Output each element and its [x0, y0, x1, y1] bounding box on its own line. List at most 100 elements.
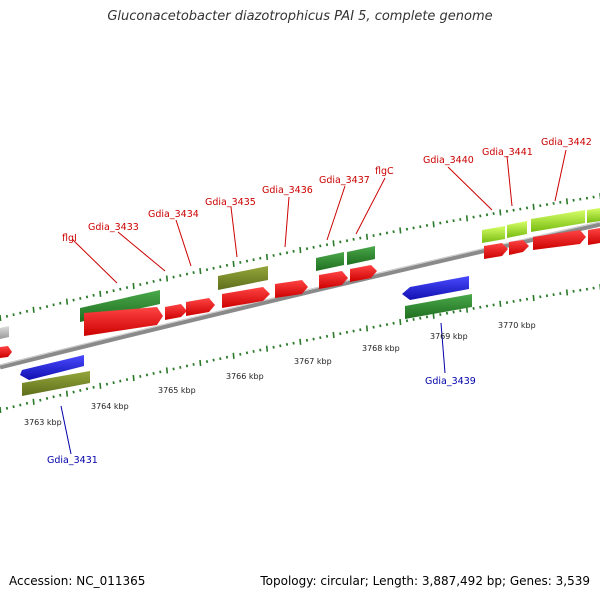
- scale-tick: [512, 299, 515, 303]
- scale-tick: [299, 338, 302, 345]
- cds-feature[interactable]: [0, 346, 12, 358]
- scale-tick: [212, 358, 215, 362]
- gene-label-gdia-3433[interactable]: Gdia_3433: [88, 222, 139, 233]
- scale-tick: [25, 309, 29, 313]
- scale-tick: [399, 227, 402, 234]
- scale-label: 3769 kbp: [430, 332, 468, 341]
- scale-tick: [232, 352, 235, 359]
- gene-label-gdia-3431[interactable]: Gdia_3431: [47, 455, 98, 466]
- cds-feature[interactable]: [533, 230, 586, 250]
- scale-tick: [132, 282, 135, 290]
- scale-tick: [539, 295, 542, 299]
- scale-tick: [52, 303, 55, 307]
- scale-tick: [452, 310, 455, 314]
- cds-feature[interactable]: [275, 280, 308, 298]
- scale-tick: [425, 223, 429, 227]
- gene-label-gdia-3437[interactable]: Gdia_3437: [319, 175, 370, 186]
- scale-tick: [432, 221, 435, 228]
- gene-feature-green[interactable]: [405, 294, 472, 319]
- gene-label-gdia-3435[interactable]: Gdia_3435: [205, 197, 256, 208]
- cds-feature[interactable]: [165, 304, 187, 320]
- scale-tick: [252, 258, 255, 262]
- cds-feature[interactable]: [186, 298, 215, 316]
- scale-tick: [12, 313, 15, 317]
- scale-tick: [205, 268, 209, 272]
- scale-tick: [259, 348, 262, 352]
- scale-tick: [79, 388, 82, 392]
- scale-tick: [225, 263, 229, 267]
- gene-feature-blue[interactable]: [402, 276, 469, 300]
- scale-tick: [119, 379, 122, 383]
- scale-tick: [179, 274, 182, 278]
- scale-tick: [219, 265, 222, 269]
- cds-feature[interactable]: [588, 228, 600, 245]
- gene-label-gdia-3442[interactable]: Gdia_3442: [541, 137, 592, 148]
- scale-tick: [485, 213, 489, 217]
- cds-feature[interactable]: [509, 240, 529, 255]
- cds-feature[interactable]: [319, 271, 348, 289]
- scale-tick: [452, 219, 455, 223]
- genome-summary-text: Topology: circular; Length: 3,887,492 bp…: [260, 574, 590, 588]
- gene-label-gdia-3436[interactable]: Gdia_3436: [262, 185, 313, 196]
- gene-feature-olive[interactable]: [22, 371, 90, 396]
- scale-tick: [299, 246, 302, 254]
- scale-tick: [205, 360, 209, 364]
- cds-feature[interactable]: [484, 243, 508, 259]
- scale-tick: [59, 393, 62, 397]
- scale-tick: [445, 311, 449, 315]
- scale-tick: [332, 331, 335, 339]
- scale-tick: [365, 325, 369, 332]
- gene-feature-green[interactable]: [316, 252, 344, 271]
- cds-feature[interactable]: [222, 287, 270, 308]
- scale-tick: [552, 201, 555, 205]
- gene-feature-lime[interactable]: [587, 208, 600, 223]
- scale-tick: [499, 300, 502, 307]
- scale-tick: [112, 289, 115, 293]
- scale-tick: [492, 212, 495, 216]
- scale-tick: [152, 279, 155, 283]
- scale-tick: [385, 231, 389, 235]
- scale-tick: [59, 301, 62, 305]
- gene-feature-lime[interactable]: [482, 226, 505, 243]
- scale-tick: [5, 314, 9, 318]
- gene-feature-lime[interactable]: [531, 210, 585, 232]
- scale-tick: [345, 330, 349, 334]
- gene-label-flgC[interactable]: flgC: [375, 166, 394, 177]
- scale-tick: [459, 217, 462, 221]
- gene-label-gdia-3440[interactable]: Gdia_3440: [423, 155, 474, 166]
- cds-feature[interactable]: [84, 307, 163, 336]
- cds-feature[interactable]: [350, 265, 377, 282]
- scale-tick: [19, 403, 22, 407]
- scale-tick: [292, 249, 295, 253]
- scale-tick: [145, 281, 149, 285]
- scale-tick: [499, 209, 502, 216]
- gene-label-gdia-3434[interactable]: Gdia_3434: [148, 209, 199, 220]
- scale-tick: [292, 341, 295, 345]
- gene-feature-blue[interactable]: [20, 355, 84, 380]
- scale-tick: [585, 196, 589, 200]
- scale-tick: [379, 232, 382, 236]
- gene-label-gdia-3439[interactable]: Gdia_3439: [425, 376, 476, 387]
- scale-tick: [65, 298, 69, 305]
- scale-tick: [92, 293, 95, 297]
- scale-tick: [179, 365, 182, 369]
- scale-tick: [485, 304, 489, 308]
- gene-label-flgI[interactable]: flgI: [62, 233, 77, 244]
- scale-tick: [172, 367, 175, 371]
- scale-tick: [519, 207, 522, 211]
- scale-tick: [445, 220, 449, 224]
- scale-tick: [459, 309, 462, 313]
- scale-tick: [265, 345, 269, 352]
- gene-feature-green[interactable]: [347, 246, 375, 265]
- gene-feature-olive[interactable]: [218, 266, 268, 290]
- gene-feature-grey[interactable]: [0, 326, 9, 339]
- scale-tick: [192, 362, 195, 366]
- map-title: Gluconacetobacter diazotrophicus PAI 5, …: [107, 9, 493, 24]
- gene-feature-lime[interactable]: [507, 221, 527, 238]
- gene-label-gdia-3441[interactable]: Gdia_3441: [482, 147, 533, 158]
- scale-tick: [525, 297, 529, 301]
- scale-tick: [119, 287, 122, 291]
- scale-tick: [39, 398, 42, 402]
- scale-tick: [385, 323, 389, 327]
- scale-tick: [512, 208, 515, 212]
